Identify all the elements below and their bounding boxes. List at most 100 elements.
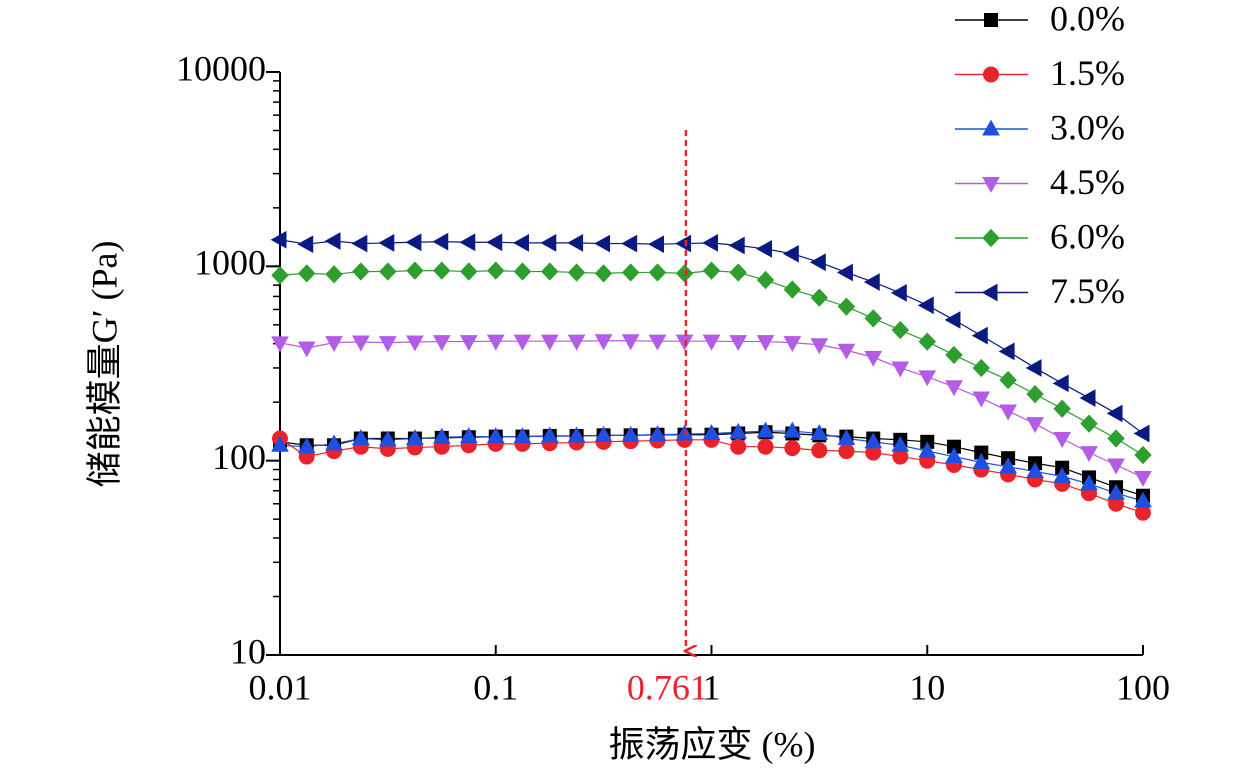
x-tick-label: 0.1 [473,667,518,707]
marker [810,424,829,440]
marker [999,370,1017,390]
marker [432,335,451,352]
marker [783,336,802,353]
y-tick-label: 10 [230,631,266,671]
marker [810,288,828,307]
marker [890,284,907,302]
marker [567,334,586,351]
marker [405,233,422,252]
marker [621,234,638,253]
marker [567,426,586,443]
marker [459,427,478,444]
marker [864,350,883,367]
marker [811,442,828,459]
marker [984,13,998,27]
x-tick-label: 100 [1116,667,1170,707]
marker [702,261,721,280]
marker [728,236,745,255]
marker [432,427,451,444]
x-axis-label: 振荡应变 (%) [609,724,816,764]
marker [352,429,370,446]
legend-label: 4.5% [1050,162,1125,202]
marker [621,425,640,442]
marker [702,234,718,252]
marker [918,441,937,458]
marker [1026,384,1044,404]
marker [982,177,1000,193]
marker [1053,432,1072,448]
marker [1052,374,1069,393]
x-tick-label: 0.01 [249,667,312,707]
marker [675,334,694,351]
marker [270,230,287,249]
marker [1134,445,1152,465]
marker [487,261,505,280]
marker [837,429,856,446]
marker [352,262,370,281]
marker [513,427,532,444]
legend-label: 3.0% [1050,107,1125,147]
marker [594,234,611,253]
marker [540,234,557,252]
marker [757,438,774,455]
marker [352,335,370,352]
marker [864,309,882,328]
marker [540,426,559,443]
marker [1107,429,1125,448]
marker [540,334,559,351]
marker [675,264,694,283]
marker [378,336,397,353]
x-tick-label: 1 [703,667,721,707]
marker [837,297,856,316]
marker [648,235,665,254]
marker [1134,470,1152,487]
marker [1107,483,1125,500]
marker [325,336,343,353]
marker [729,335,748,352]
marker [406,429,424,446]
marker [1025,359,1042,377]
marker [810,338,829,355]
marker [891,320,909,340]
marker [324,232,341,250]
marker [863,273,880,291]
marker [1079,389,1096,407]
legend-label: 6.0% [1050,216,1125,256]
marker [1080,446,1098,463]
marker [784,440,801,457]
legend-label: 1.5% [1050,53,1125,93]
marker [1080,474,1098,491]
marker [836,263,853,282]
marker [983,66,999,83]
marker [756,270,775,290]
marker [675,234,692,253]
marker [729,263,747,282]
marker [567,234,584,252]
marker [838,443,855,460]
marker [325,265,343,284]
marker [513,262,532,281]
marker [891,435,910,452]
marker [1026,417,1044,434]
marker [999,457,1017,474]
marker [513,334,532,351]
marker [298,264,316,283]
marker [1053,399,1071,418]
marker [1053,466,1072,483]
marker [756,335,775,352]
marker [460,262,478,281]
y-tick-label: 100 [212,437,266,477]
marker [297,341,316,358]
marker [594,264,613,283]
marker [756,240,773,258]
marker [982,119,1000,136]
marker [982,228,1000,248]
marker [972,452,991,469]
y-axis-label: 储能模量G′ (Pa) [84,241,124,488]
marker [378,234,395,252]
marker [297,235,314,254]
marker [981,283,998,302]
marker [1107,458,1125,475]
marker [486,427,505,444]
